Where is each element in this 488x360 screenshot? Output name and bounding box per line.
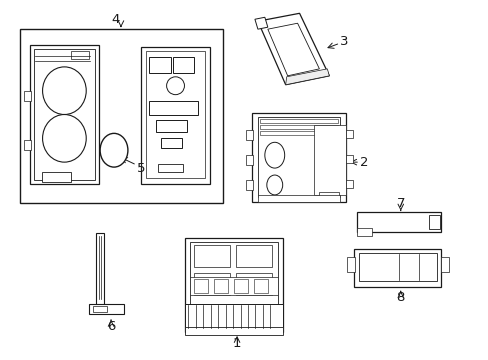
Bar (346, 155, 352, 163)
Bar (259, 131, 338, 135)
Text: 8: 8 (396, 291, 404, 303)
Bar (257, 195, 340, 202)
Bar (185, 327, 282, 335)
Bar (236, 246, 271, 267)
Bar (93, 306, 107, 312)
Text: 1: 1 (232, 337, 241, 350)
Text: 5: 5 (136, 162, 145, 175)
Bar (172, 57, 194, 73)
Bar (427, 215, 440, 229)
Bar (20, 29, 223, 203)
Bar (89, 304, 123, 314)
Bar (245, 130, 252, 140)
Polygon shape (285, 69, 328, 85)
Bar (319, 192, 339, 200)
Bar (257, 117, 340, 197)
Bar (259, 125, 338, 129)
Bar (194, 273, 230, 295)
Bar (148, 100, 198, 114)
Bar (194, 246, 230, 267)
Bar (353, 249, 441, 287)
Bar (253, 279, 267, 293)
Bar (71, 51, 89, 59)
Bar (41, 172, 71, 182)
Polygon shape (257, 13, 328, 85)
Bar (251, 113, 346, 202)
Bar (356, 212, 441, 231)
Bar (190, 277, 277, 295)
Bar (214, 279, 228, 293)
Ellipse shape (100, 133, 128, 167)
Bar (236, 273, 271, 295)
Text: 4: 4 (112, 13, 120, 26)
Text: 2: 2 (359, 156, 367, 168)
Bar (145, 51, 205, 178)
Polygon shape (267, 23, 319, 76)
Bar (234, 279, 247, 293)
Bar (245, 180, 252, 190)
Bar (96, 233, 104, 312)
Text: 7: 7 (396, 197, 404, 210)
Bar (245, 155, 252, 165)
Bar (34, 49, 95, 180)
Bar (314, 125, 346, 195)
Bar (356, 228, 371, 235)
Bar (194, 279, 208, 293)
Bar (346, 257, 354, 272)
Ellipse shape (42, 67, 86, 114)
Bar (346, 180, 352, 188)
Bar (441, 257, 448, 272)
Bar (346, 130, 352, 138)
Ellipse shape (42, 114, 86, 162)
Bar (155, 121, 187, 132)
Bar (358, 253, 436, 281)
Bar (157, 164, 183, 172)
Bar (161, 138, 182, 148)
Bar (185, 238, 282, 332)
Bar (24, 91, 31, 100)
Text: 3: 3 (339, 35, 348, 48)
Bar (148, 57, 170, 73)
Bar (141, 47, 210, 184)
Bar (24, 140, 31, 150)
Ellipse shape (166, 77, 184, 95)
Ellipse shape (264, 142, 284, 168)
Bar (30, 45, 99, 184)
Text: 6: 6 (107, 320, 115, 333)
Bar (190, 242, 277, 306)
Polygon shape (254, 17, 267, 29)
Bar (185, 304, 282, 329)
Ellipse shape (266, 175, 282, 195)
Bar (259, 120, 338, 123)
